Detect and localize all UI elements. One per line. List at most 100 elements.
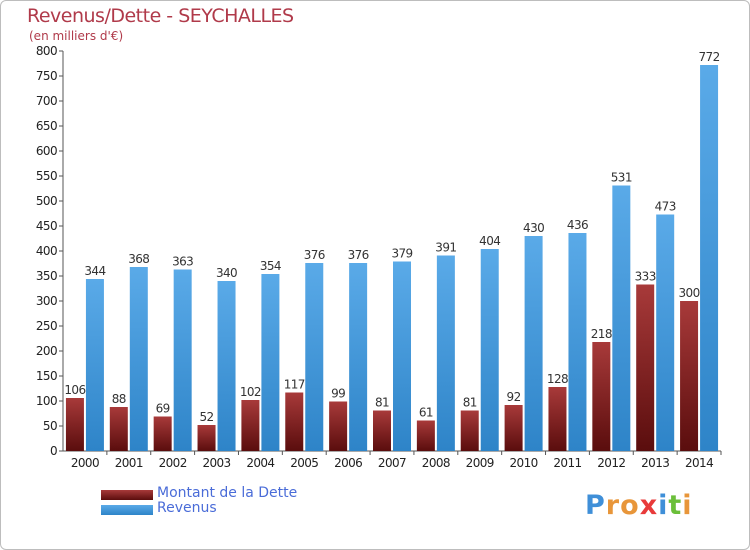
bar-revenus xyxy=(480,249,499,451)
data-label-revenus: 368 xyxy=(128,252,149,266)
data-label-dette: 88 xyxy=(112,392,126,406)
x-tick-label: 2008 xyxy=(422,456,450,470)
bar-revenus xyxy=(393,261,411,451)
x-tick-label: 2001 xyxy=(115,456,143,470)
data-label-dette: 333 xyxy=(635,270,656,284)
data-label-revenus: 340 xyxy=(216,266,237,280)
data-label-revenus: 473 xyxy=(655,200,676,214)
bar-revenus xyxy=(656,214,675,451)
y-tick-label: 100 xyxy=(36,394,57,408)
y-tick-label: 450 xyxy=(36,219,57,233)
x-tick-label: 2005 xyxy=(290,456,318,470)
data-label-revenus: 430 xyxy=(523,221,544,235)
y-tick-label: 800 xyxy=(36,44,57,58)
y-tick-label: 250 xyxy=(36,319,57,333)
y-tick-label: 300 xyxy=(36,294,57,308)
bar-revenus xyxy=(261,274,280,451)
y-tick-label: 550 xyxy=(36,169,57,183)
data-label-dette: 102 xyxy=(240,385,261,399)
bar-dette xyxy=(65,398,84,451)
y-tick-label: 200 xyxy=(36,344,57,358)
data-label-revenus: 354 xyxy=(260,259,281,273)
logo-letter: x xyxy=(639,490,659,521)
bar-revenus xyxy=(436,255,455,451)
data-label-dette: 300 xyxy=(679,286,700,300)
data-label-dette: 52 xyxy=(199,410,213,424)
legend-label-dette: Montant de la Dette xyxy=(157,485,298,501)
data-label-revenus: 531 xyxy=(611,171,632,185)
legend-swatch-dette xyxy=(101,490,153,500)
bar-revenus xyxy=(173,269,192,451)
bar-dette xyxy=(592,342,611,451)
data-label-revenus: 363 xyxy=(172,255,193,269)
logo-letter: i xyxy=(658,490,669,521)
x-tick-label: 2004 xyxy=(246,456,274,470)
bar-revenus xyxy=(700,65,719,451)
x-tick-label: 2002 xyxy=(159,456,187,470)
bar-dette xyxy=(680,301,699,451)
y-tick-label: 500 xyxy=(36,194,57,208)
x-tick-label: 2014 xyxy=(685,456,713,470)
y-tick-label: 400 xyxy=(36,244,57,258)
bar-dette xyxy=(504,405,523,451)
bar-dette xyxy=(636,284,655,451)
data-label-revenus: 376 xyxy=(348,248,369,262)
bar-revenus xyxy=(129,267,148,451)
x-tick-label: 2012 xyxy=(597,456,625,470)
y-tick-label: 650 xyxy=(36,119,57,133)
data-label-dette: 106 xyxy=(64,383,85,397)
bar-revenus xyxy=(217,281,236,451)
bar-dette xyxy=(109,407,128,451)
x-tick-label: 2011 xyxy=(553,456,581,470)
data-label-revenus: 379 xyxy=(391,247,412,261)
x-tick-label: 2010 xyxy=(510,456,538,470)
bar-dette xyxy=(285,392,304,451)
legend-swatch-revenus xyxy=(101,505,153,515)
bar-revenus xyxy=(85,279,104,451)
data-label-revenus: 404 xyxy=(479,234,500,248)
data-label-dette: 81 xyxy=(375,396,389,410)
data-label-revenus: 344 xyxy=(84,264,105,278)
y-tick-label: 350 xyxy=(36,269,57,283)
x-tick-label: 2003 xyxy=(202,456,230,470)
chart-title: Revenus/Dette - SEYCHALLES xyxy=(27,5,294,27)
bar-dette xyxy=(153,416,172,451)
data-label-revenus: 772 xyxy=(699,50,720,64)
x-tick-label: 2009 xyxy=(466,456,494,470)
data-label-dette: 92 xyxy=(507,390,521,404)
bar-dette xyxy=(416,420,435,451)
data-label-dette: 117 xyxy=(284,378,305,392)
x-tick-label: 2000 xyxy=(71,456,99,470)
x-tick-label: 2013 xyxy=(641,456,669,470)
bar-revenus xyxy=(612,185,631,451)
y-tick-label: 700 xyxy=(36,94,57,108)
data-label-revenus: 391 xyxy=(435,241,456,255)
y-tick-label: 0 xyxy=(50,444,57,458)
logo-letter: r xyxy=(605,490,621,521)
y-tick-label: 750 xyxy=(36,69,57,83)
bar-dette xyxy=(197,425,216,451)
logo-letter: P xyxy=(585,490,606,521)
legend-label-revenus: Revenus xyxy=(157,500,217,516)
bar-dette xyxy=(241,400,260,451)
logo-letter: t xyxy=(668,490,683,521)
x-tick-label: 2006 xyxy=(334,456,362,470)
data-label-dette: 99 xyxy=(331,387,345,401)
bar-dette xyxy=(329,401,348,451)
bar-dette xyxy=(373,410,391,451)
data-label-revenus: 376 xyxy=(304,248,325,262)
bar-revenus xyxy=(568,233,587,451)
data-label-dette: 218 xyxy=(591,327,612,341)
data-label-dette: 128 xyxy=(547,372,568,386)
proxiti-logo: Proxiti xyxy=(585,490,693,521)
logo-letter: o xyxy=(620,490,640,521)
bar-dette xyxy=(460,410,479,451)
bar-revenus xyxy=(305,263,324,451)
chart-subtitle: (en milliers d'€) xyxy=(29,29,124,43)
y-tick-label: 600 xyxy=(36,144,57,158)
data-label-dette: 61 xyxy=(419,406,433,420)
y-tick-label: 50 xyxy=(43,419,57,433)
bar-dette xyxy=(548,387,567,451)
